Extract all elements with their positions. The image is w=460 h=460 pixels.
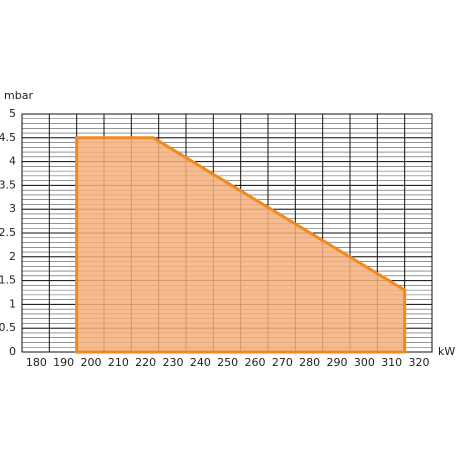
x-tick-label: 310 (381, 356, 402, 369)
x-tick-label: 200 (81, 356, 102, 369)
y-tick-label: 4 (9, 155, 16, 168)
y-tick-label: 2 (9, 250, 16, 263)
x-tick-label: 220 (135, 356, 156, 369)
y-tick-label: 1.5 (0, 274, 16, 287)
y-tick-label: 3.5 (0, 178, 16, 191)
x-tick-label: 240 (190, 356, 211, 369)
x-tick-label: 250 (217, 356, 238, 369)
y-tick-label: 4.5 (0, 131, 16, 144)
x-tick-label: 190 (53, 356, 74, 369)
x-tick-label: 280 (299, 356, 320, 369)
x-tick-label: 260 (245, 356, 266, 369)
y-tick-label: 5 (9, 107, 16, 120)
x-axis-label: kW (438, 345, 455, 358)
y-axis-label: mbar (4, 89, 33, 102)
x-tick-label: 180 (26, 356, 47, 369)
y-tick-label: 0.5 (0, 321, 16, 334)
x-tick-label: 210 (108, 356, 129, 369)
y-tick-label: 3 (9, 202, 16, 215)
y-tick-label: 2.5 (0, 226, 16, 239)
x-tick-label: 290 (327, 356, 348, 369)
x-tick-label: 230 (163, 356, 184, 369)
y-tick-label: 0 (9, 345, 16, 358)
area (75, 136, 407, 354)
y-tick-label: 1 (9, 297, 16, 310)
x-tick-label: 270 (272, 356, 293, 369)
x-tick-label: 320 (409, 356, 430, 369)
x-tick-label: 300 (354, 356, 375, 369)
